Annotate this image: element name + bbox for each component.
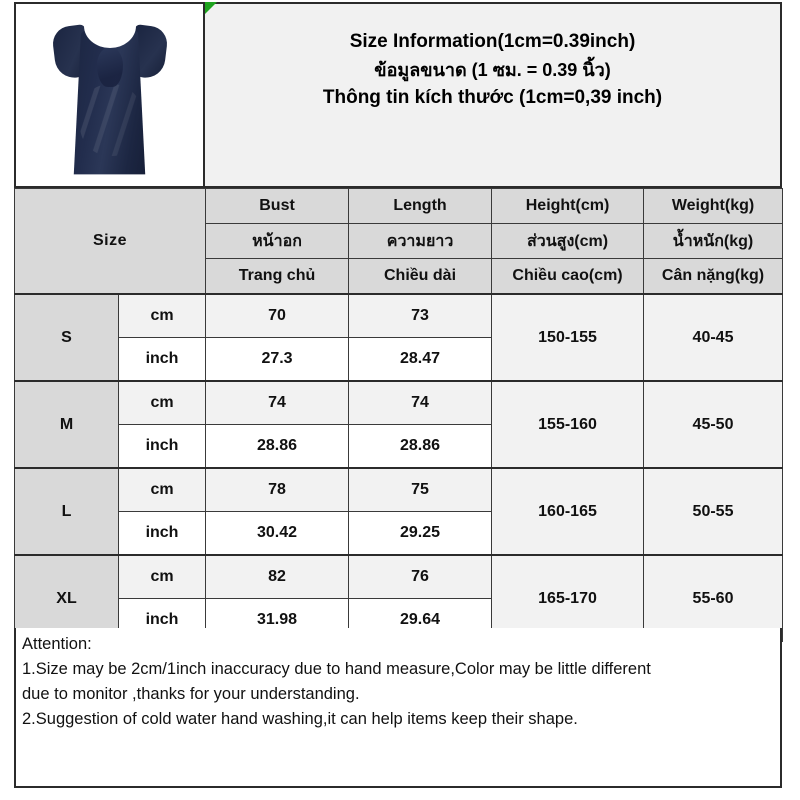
header-height-th: ส่วนสูง(cm) [491,223,645,259]
bust-cm-m: 74 [205,380,350,425]
table-row: S cm 70 73 150-155 40-45 [14,293,784,382]
title-vietnamese: Thông tin kích thước (1cm=0,39 inch) [322,87,663,108]
table-row: inch 27.3 28.47 [15,337,783,382]
size-label-l: L [14,467,119,556]
size-label-m: M [14,380,119,469]
header-length-th: ความยาว [348,223,493,259]
length-cm-m: 74 [348,380,493,425]
header-height-vi: Chiều cao(cm) [491,258,645,295]
size-label-s: S [14,293,119,382]
bust-inch-s: 27.3 [205,337,350,382]
table-row: M cm 74 74 155-160 45-50 [14,380,784,469]
dress-bow-icon [96,47,123,87]
attention-line-1: 1.Size may be 2cm/1inch inaccuracy due t… [22,660,651,678]
header-weight-vi: Cân nặng(kg) [643,258,784,295]
table-row: inch 30.42 29.25 [15,511,783,556]
bust-cm-s: 70 [205,293,350,338]
size-table: Size Bust Length Height(cm) Weight(kg) ห… [13,188,784,642]
header-bust-th: หน้าอก [205,223,350,259]
table-row: XL cm 82 76 165-170 55-60 [14,554,784,642]
header-length-en: Length [348,188,493,224]
green-corner-marker-icon [205,2,217,14]
title-thai: ข้อมูลขนาด (1 ซม. = 0.39 นิ้ว) [374,60,611,80]
unit-inch-s: inch [117,337,207,382]
table-header-row-th: หน้าอก ความยาว ส่วนสูง(cm) น้ำหนัก(kg) [15,223,784,259]
unit-inch-m: inch [117,424,207,469]
height-range-xl: 165-170 [491,554,645,642]
height-range-m: 155-160 [491,380,645,469]
length-cm-s: 73 [348,293,493,338]
height-range-s: 150-155 [491,293,645,382]
dress-illustration [50,14,170,179]
weight-range-m: 45-50 [643,380,784,469]
length-cm-xl: 76 [348,554,493,599]
length-inch-l: 29.25 [348,511,493,556]
header-band: Size Information(1cm=0.39inch) ข้อมูลขนา… [14,2,782,188]
size-header-cell: Size [13,188,207,295]
title-panel: Size Information(1cm=0.39inch) ข้อมูลขนา… [205,2,782,188]
bust-cm-xl: 82 [205,554,350,599]
unit-cm-s: cm [117,293,207,338]
unit-inch-l: inch [117,511,207,556]
length-cm-l: 75 [348,467,493,512]
product-image-cell [14,2,205,188]
unit-cm-l: cm [117,467,207,512]
header-height-en: Height(cm) [491,188,645,224]
header-bust-vi: Trang chủ [205,258,350,295]
unit-cm-m: cm [117,380,207,425]
bust-inch-m: 28.86 [205,424,350,469]
title-english: Size Information(1cm=0.39inch) [349,31,636,52]
length-inch-s: 28.47 [348,337,493,382]
size-label-xl: XL [14,554,119,642]
dress-ruching-icon [79,84,142,156]
table-header-row-en: Size Bust Length Height(cm) Weight(kg) [13,188,784,295]
attention-line-2: due to monitor ,thanks for your understa… [22,685,360,703]
table-row: L cm 78 75 160-165 50-55 [14,467,784,556]
weight-range-s: 40-45 [643,293,784,382]
attention-heading: Attention: [22,635,92,653]
unit-cm-xl: cm [117,554,207,599]
header-bust-en: Bust [205,188,350,224]
header-weight-th: น้ำหนัก(kg) [643,223,784,259]
height-range-l: 160-165 [491,467,645,556]
length-inch-m: 28.86 [348,424,493,469]
attention-line-3: 2.Suggestion of cold water hand washing,… [22,710,578,728]
bust-cm-l: 78 [205,467,350,512]
weight-range-xl: 55-60 [643,554,784,642]
header-weight-en: Weight(kg) [643,188,784,224]
attention-note: Attention: 1.Size may be 2cm/1inch inacc… [14,628,782,788]
table-header-row-vi: Trang chủ Chiều dài Chiều cao(cm) Cân nặ… [15,258,784,295]
header-length-vi: Chiều dài [348,258,493,295]
table-row: inch 28.86 28.86 [15,424,783,469]
bust-inch-l: 30.42 [205,511,350,556]
weight-range-l: 50-55 [643,467,784,556]
